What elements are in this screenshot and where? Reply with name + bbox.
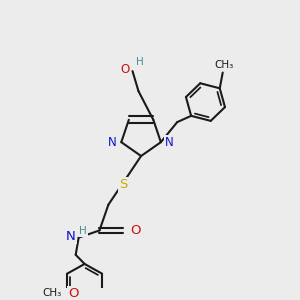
Text: N: N <box>165 136 174 149</box>
Text: O: O <box>120 63 130 76</box>
Text: CH₃: CH₃ <box>214 60 234 70</box>
Text: O: O <box>131 224 141 237</box>
Text: N: N <box>66 230 76 243</box>
Text: H: H <box>79 226 87 236</box>
Text: S: S <box>119 178 128 191</box>
Text: CH₃: CH₃ <box>42 288 62 298</box>
Text: O: O <box>68 287 79 300</box>
Text: N: N <box>108 136 117 149</box>
Text: H: H <box>136 58 144 68</box>
